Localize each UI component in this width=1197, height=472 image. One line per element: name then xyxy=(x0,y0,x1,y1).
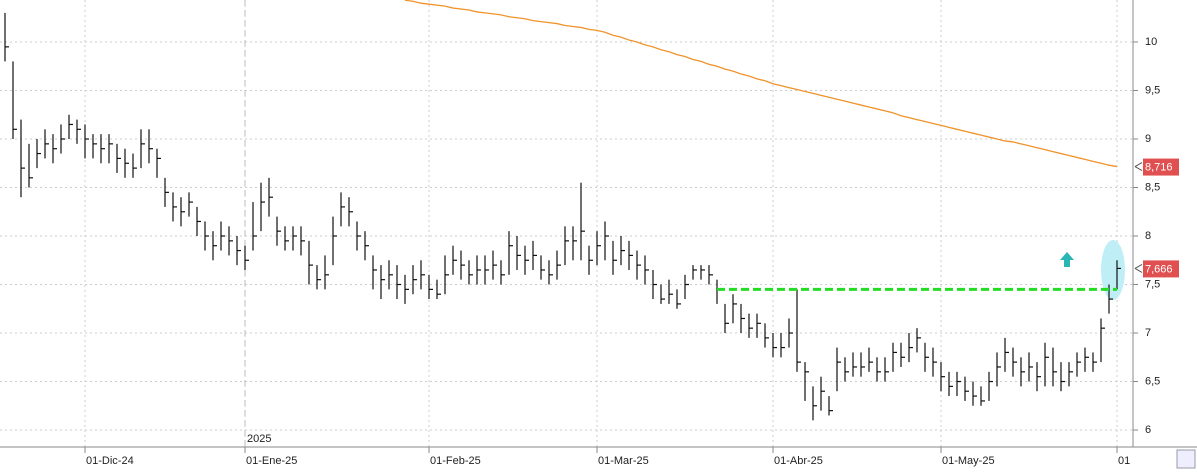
x-tick-label: 01-Mar-25 xyxy=(598,455,649,467)
x-tick-label: 01-Feb-25 xyxy=(430,455,481,467)
y-tick-label: 6 xyxy=(1145,424,1151,436)
x-tick-label: 01 xyxy=(1118,455,1130,467)
y-tick-label: 10 xyxy=(1145,36,1157,48)
x-tick-label: 01-Ene-25 xyxy=(246,455,297,467)
plot-area xyxy=(4,0,1121,421)
up-arrow-icon xyxy=(1060,252,1074,267)
price-tag-label: 7,666 xyxy=(1145,263,1173,275)
scroll-button[interactable] xyxy=(1176,449,1196,469)
y-tick-label: 8 xyxy=(1145,230,1151,242)
price-tag xyxy=(1143,260,1179,278)
y-tick-label: 9,5 xyxy=(1145,84,1160,96)
price-tag-pointer xyxy=(1134,162,1143,171)
y-tick-label: 6,5 xyxy=(1145,375,1160,387)
y-tick-label: 7 xyxy=(1145,327,1151,339)
x-tick-label: 01-May-25 xyxy=(942,455,995,467)
year-label: 2025 xyxy=(247,433,271,445)
x-tick-label: 01-Dic-24 xyxy=(86,455,134,467)
x-tick-label: 01-Abr-25 xyxy=(774,455,823,467)
y-tick-label: 8,5 xyxy=(1145,181,1160,193)
y-tick-label: 9 xyxy=(1145,133,1151,145)
axes: 6 6,5 7 7,5 8 8,5 9 9,5 10 01-Dic-24 01-Ene-25 01-F… xyxy=(84,36,1179,467)
price-tag-pointer xyxy=(1134,263,1143,273)
moving-average-line xyxy=(404,0,1118,168)
highlight-ellipse xyxy=(1101,240,1125,300)
price-tag xyxy=(1143,158,1179,176)
price-tag-label: 8,716 xyxy=(1145,161,1173,173)
y-tick-label: 7,5 xyxy=(1145,278,1160,290)
grid xyxy=(0,0,1133,447)
